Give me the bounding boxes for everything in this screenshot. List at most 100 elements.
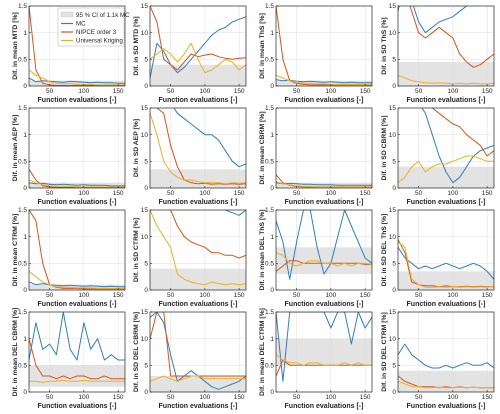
ci-band (276, 338, 372, 366)
y-tick-label: 0 (144, 389, 148, 396)
y-tick-label: 15 (389, 3, 397, 10)
series-line-universal-kriging (150, 210, 246, 286)
x-tick-label: 50 (46, 88, 54, 95)
axes-frame (275, 107, 373, 189)
x-axis-label: Function evaluations [-] (407, 403, 486, 410)
y-tick-label: 5 (392, 261, 396, 268)
y-tick-label: 1 (270, 30, 274, 37)
y-tick-label: 1.5 (265, 3, 274, 10)
y-tick-label: 15 (141, 3, 149, 10)
x-tick-label: 100 (325, 292, 336, 299)
ci-band (398, 166, 494, 188)
y-tick-label: 1.5 (18, 309, 27, 316)
x-axis-label: Function evaluations [-] (407, 199, 486, 206)
y-tick-label: 1 (23, 132, 27, 139)
x-tick-label: 150 (113, 292, 124, 299)
legend-swatch (60, 11, 74, 18)
y-tick-label: 0.5 (18, 159, 27, 166)
y-axis-label: Dif. in mean ThS [%] (259, 13, 266, 79)
x-tick-label: 50 (293, 88, 301, 95)
y-axis-label: Dif. in mean AEP [%] (12, 115, 19, 181)
panel-4: 50 100 150 0 5 10 15 Function evaluations [-] Di… (381, 3, 495, 104)
ci-band (150, 64, 246, 86)
series-line-mc (276, 182, 372, 186)
y-tick-label: 5 (144, 261, 148, 268)
x-tick-label: 150 (360, 190, 371, 197)
y-tick-label: 5 (392, 363, 396, 370)
x-axis-label: Function evaluations [-] (285, 97, 364, 104)
x-tick-label: 150 (360, 88, 371, 95)
y-tick-label: 0 (23, 287, 27, 294)
plot-area (29, 108, 125, 188)
ci-band (398, 62, 494, 86)
y-tick-label: 15 (389, 207, 397, 214)
x-tick-label: 100 (78, 394, 89, 401)
x-tick-label: 150 (360, 292, 371, 299)
x-axis-label: Function evaluations [-] (38, 403, 117, 410)
y-tick-label: 1.5 (265, 309, 274, 316)
x-tick-label: 150 (113, 190, 124, 197)
x-tick-label: 150 (234, 394, 245, 401)
x-tick-label: 100 (447, 88, 458, 95)
series-line-universal-kriging (29, 179, 125, 188)
panel-16: 50 100 150 0 5 10 15 Function evaluations [-] Di… (381, 309, 495, 410)
series-line-mc (29, 312, 125, 361)
axes-frame (149, 311, 247, 393)
panel-7: 50 100 150 0 0.5 1 1.5 Function evaluations [-]… (259, 105, 373, 206)
x-axis-label: Function evaluations [-] (159, 199, 238, 206)
x-tick-label: 100 (325, 190, 336, 197)
ci-band (276, 182, 372, 188)
y-axis-label: Dif. in mean CBRM [%] (259, 111, 266, 184)
y-tick-label: 0 (144, 185, 148, 192)
x-tick-label: 50 (46, 394, 54, 401)
x-tick-label: 50 (167, 88, 175, 95)
series-line-nipce-order-3 (409, 6, 494, 68)
legend-entry-universal-kriging: Universal Kriging (61, 38, 123, 45)
y-tick-label: 0.5 (18, 261, 27, 268)
y-tick-label: 5 (144, 57, 148, 64)
y-tick-label: 0.5 (265, 57, 274, 64)
x-axis-label: Function evaluations [-] (159, 97, 238, 104)
axes-frame (275, 209, 373, 291)
series-line-mc (29, 281, 125, 288)
plot-area (276, 6, 372, 86)
series-line-nipce-order-3 (29, 338, 125, 380)
x-tick-label: 150 (113, 394, 124, 401)
x-tick-label: 100 (199, 292, 210, 299)
axes-frame (149, 107, 247, 189)
series-line-universal-kriging (276, 181, 372, 188)
y-axis-label: Dif. in SD DEL ThS [%] (381, 214, 388, 287)
series-line-nipce-order-3 (170, 210, 246, 259)
panel-15: 50 100 150 0 0.5 1 1.5 Function evaluations [-]… (259, 308, 373, 410)
plot-area (276, 108, 372, 188)
series-line-mc (398, 343, 494, 369)
axes-frame (28, 5, 126, 87)
panel-8: 50 100 150 0 5 10 15 Function evaluations [-] Di… (381, 105, 495, 206)
y-tick-label: 0 (270, 185, 274, 192)
ci-band (29, 80, 125, 86)
panel-6: 50 100 150 0 5 10 15 Function evaluations [-] Di… (133, 105, 247, 206)
y-axis-label: Dif. in mean DEL CTRM [%] (259, 308, 266, 396)
y-axis-label: Dif. in SD CBRM [%] (381, 116, 388, 181)
y-tick-label: 0 (270, 287, 274, 294)
x-tick-label: 100 (325, 394, 336, 401)
series-line-mc (224, 210, 246, 216)
x-tick-label: 150 (482, 190, 493, 197)
y-tick-label: 5 (392, 57, 396, 64)
panel-10: 50 100 150 0 5 10 15 Function evaluations [-] Di… (133, 207, 247, 308)
series-line-mc (173, 108, 246, 168)
x-tick-label: 50 (46, 292, 54, 299)
y-tick-label: 0.5 (265, 261, 274, 268)
y-tick-label: 1.5 (18, 3, 27, 10)
series-line-mc (276, 210, 372, 280)
axes-frame (397, 209, 495, 291)
series-line-universal-kriging (150, 42, 246, 74)
x-tick-label: 100 (447, 394, 458, 401)
y-tick-label: 10 (141, 30, 149, 37)
legend-label: 95 % CI of 1.1k MC (76, 12, 130, 19)
series-line-universal-kriging (398, 241, 494, 288)
plot-area (29, 210, 125, 290)
x-tick-label: 50 (293, 190, 301, 197)
series-line-nipce-order-3 (29, 6, 125, 86)
